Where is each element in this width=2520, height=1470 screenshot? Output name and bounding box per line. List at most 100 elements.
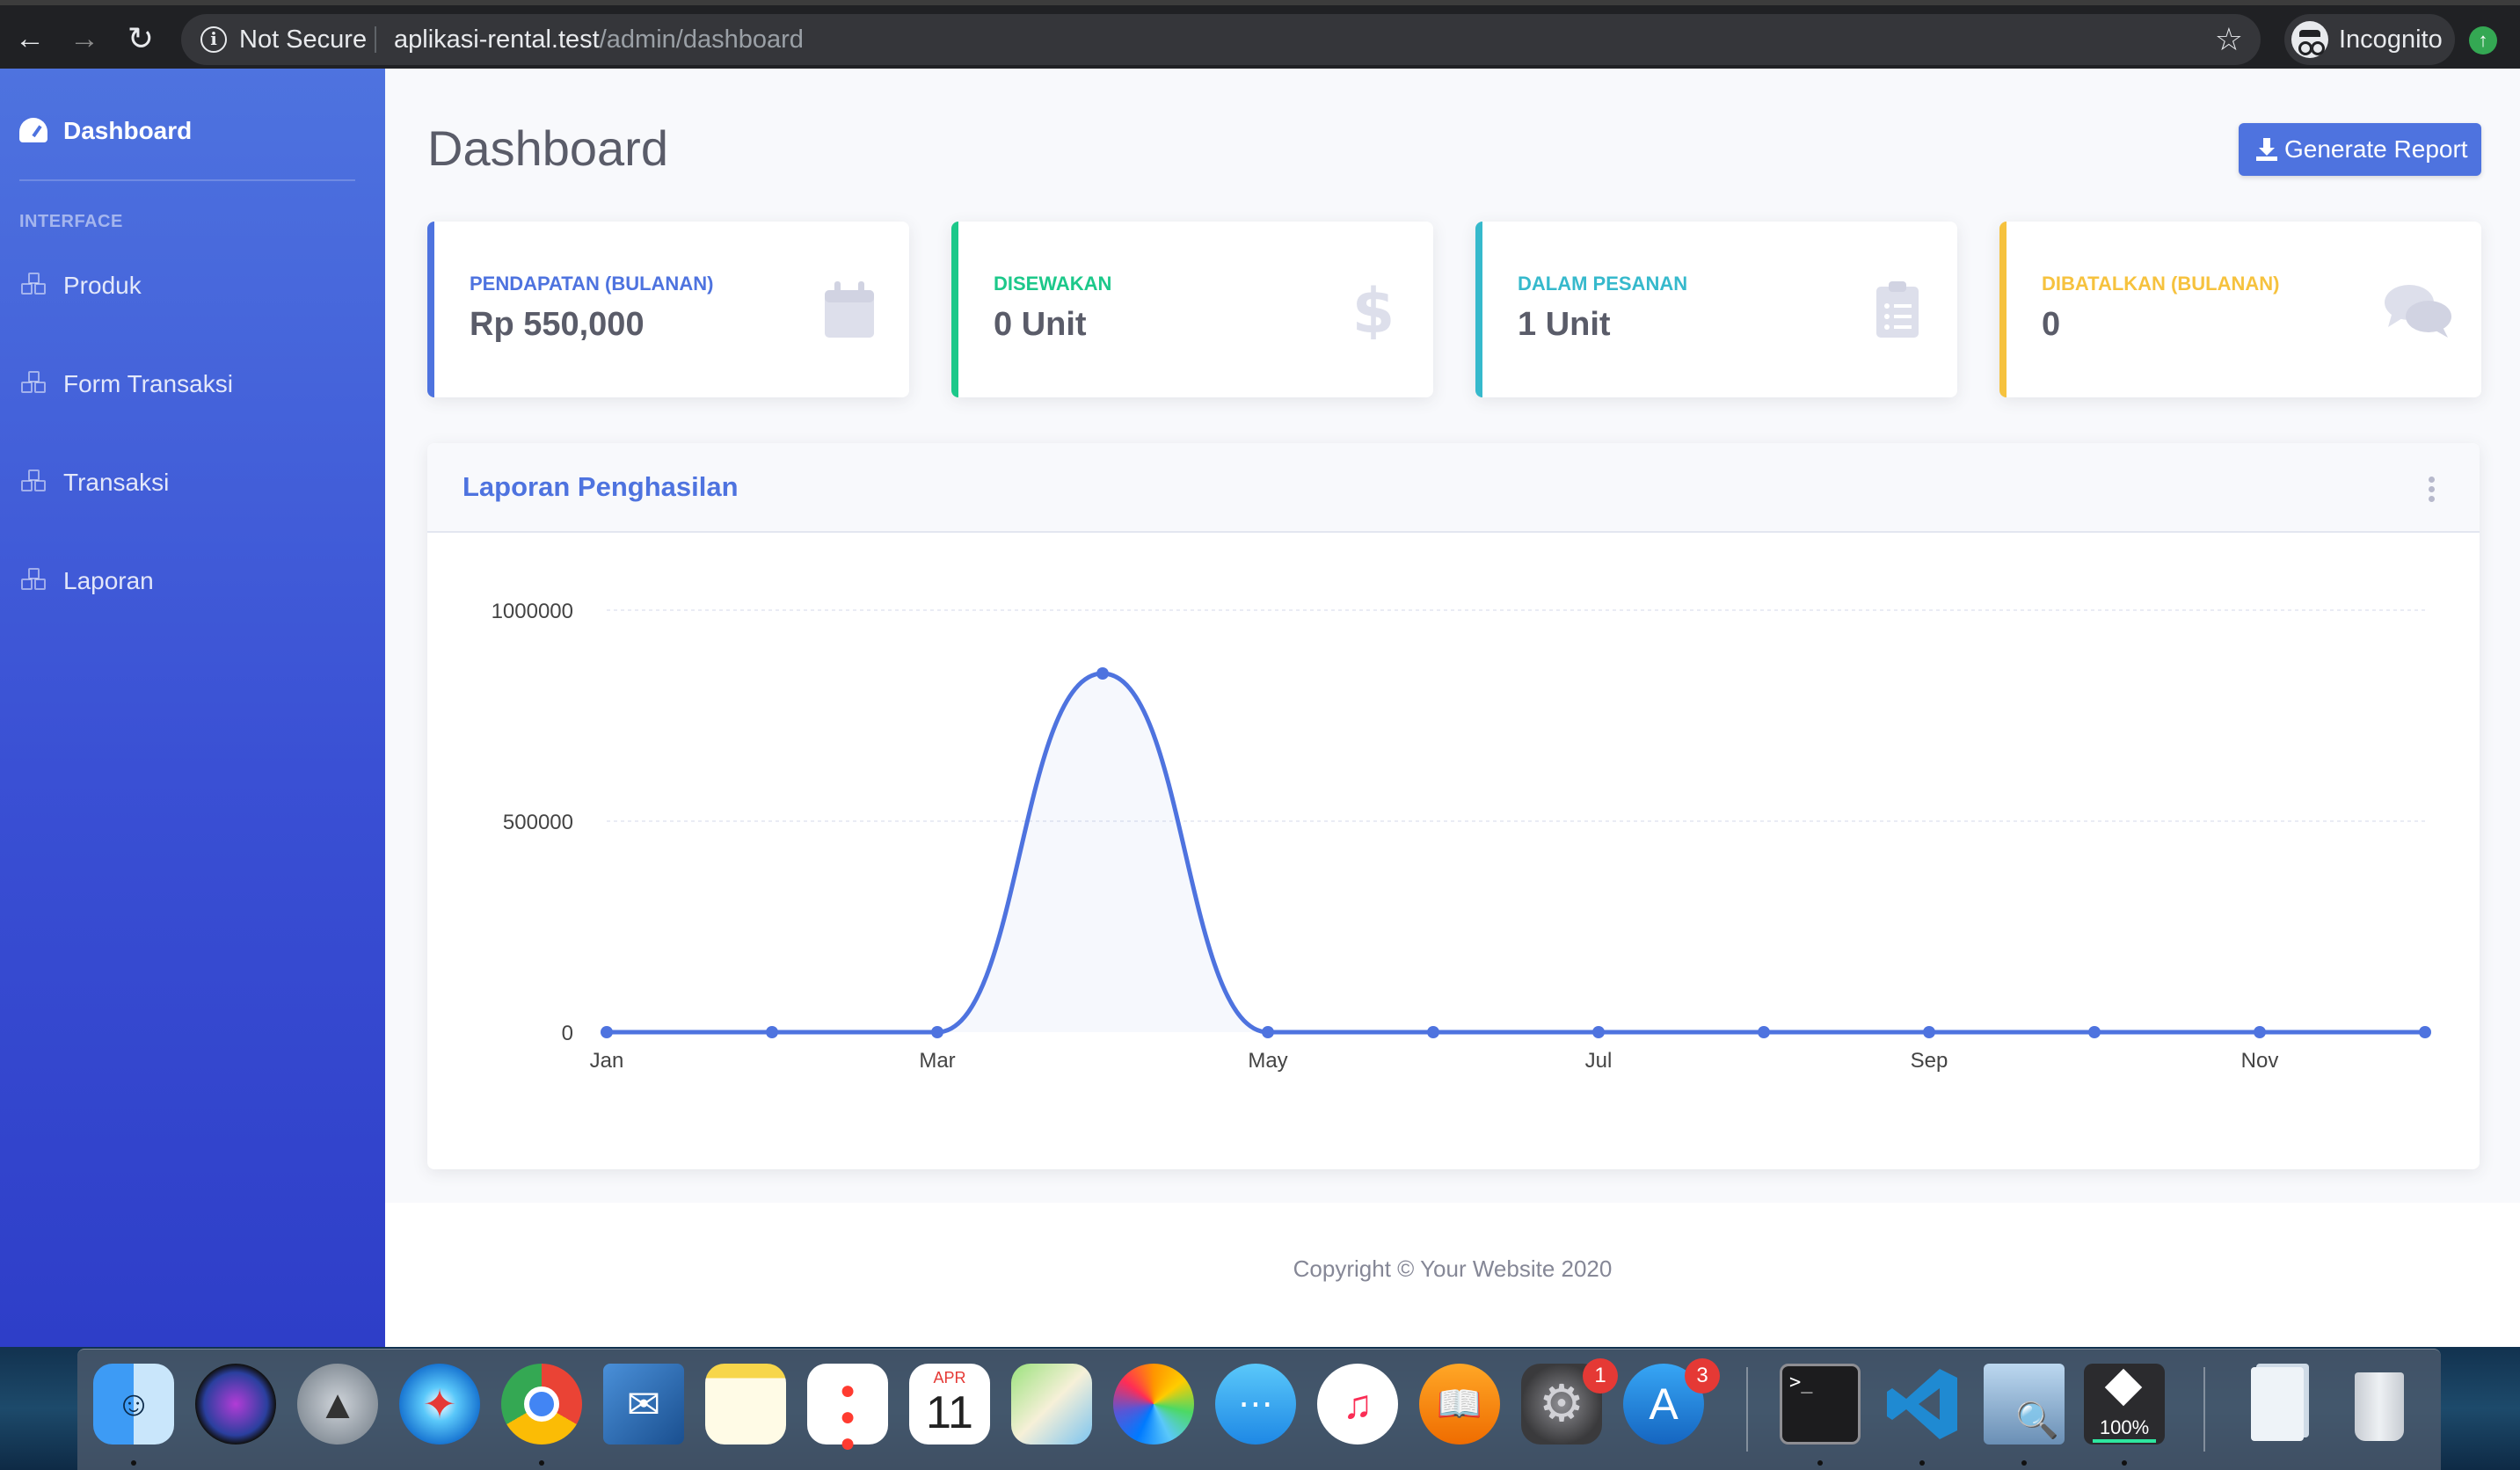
stat-card-label: Dibatalkan (Bulanan)	[2042, 273, 2280, 295]
photos-icon[interactable]	[1113, 1364, 1194, 1445]
omnibox-divider	[375, 26, 376, 53]
siri-icon[interactable]	[195, 1364, 276, 1445]
sidebar-item-label: Transaksi	[63, 469, 170, 496]
chart-title: Laporan Penghasilan	[462, 471, 739, 502]
cubes-icon	[19, 371, 49, 396]
stat-card-pendapatan: Pendapatan (Bulanan) Rp 550,000	[427, 222, 909, 397]
info-icon[interactable]: i	[200, 26, 227, 53]
cubes-icon	[19, 568, 49, 593]
terminal-icon[interactable]: >_	[1780, 1364, 1861, 1445]
svg-text:$: $	[1352, 280, 1395, 339]
sidebar-item-form-transaksi[interactable]: Form Transaksi	[0, 357, 385, 410]
stat-card-value: Rp 550,000	[470, 306, 645, 343]
data-point	[1427, 1026, 1439, 1038]
data-point	[931, 1026, 943, 1038]
tachometer-icon	[19, 118, 49, 142]
image-app-icon[interactable]: 100%	[2084, 1364, 2165, 1445]
data-point	[2419, 1026, 2431, 1038]
app-store-badge: 3	[1685, 1358, 1720, 1394]
income-chart-card: Laporan Penghasilan 0 500000 1000000 Jan Mar…	[427, 443, 2480, 1169]
app-store-icon[interactable]: A	[1623, 1364, 1704, 1445]
data-point	[2088, 1026, 2101, 1038]
dock-separator	[1746, 1367, 1748, 1452]
reminders-icon[interactable]: ● ● ●	[807, 1364, 888, 1457]
address-bar[interactable]: i Not Secure aplikasi-rental.test/admin/…	[181, 14, 2261, 65]
finder-running-dot	[131, 1460, 136, 1466]
messages-icon[interactable]: ⋯	[1215, 1364, 1296, 1445]
download-icon-base	[2256, 156, 2277, 161]
finder-icon[interactable]: ☺	[93, 1364, 174, 1445]
notes-icon[interactable]	[705, 1364, 786, 1445]
comments-icon	[2385, 285, 2451, 338]
forward-icon[interactable]: →	[69, 22, 99, 55]
main-content: Dashboard Generate Report Pendapatan (Bu…	[385, 69, 2520, 1347]
clipboard-list-icon	[1876, 281, 1919, 338]
generate-report-button[interactable]: Generate Report	[2239, 123, 2481, 176]
chrome-running-dot	[539, 1460, 544, 1466]
series-line	[607, 671, 2425, 1035]
image-app-running-dot	[2122, 1460, 2127, 1466]
macos-dock: ☺ ▲ ✦ ✉ ● ● ● APR 11 ⋯ ♫ 📖 ⚙ 1	[77, 1349, 2441, 1470]
data-point	[1923, 1026, 1935, 1038]
mail-icon[interactable]: ✉	[603, 1364, 684, 1445]
url-path: /admin/dashboard	[599, 25, 804, 54]
stat-card-value: 0	[2042, 306, 2061, 343]
stat-card-label: Disewakan	[994, 273, 1112, 295]
calendar-app-icon[interactable]: APR 11	[909, 1364, 990, 1445]
sidebar-item-transaksi[interactable]: Transaksi	[0, 455, 385, 508]
bookmark-star-icon[interactable]: ☆	[2214, 21, 2243, 57]
safari-icon[interactable]: ✦	[399, 1364, 480, 1445]
chrome-icon[interactable]	[501, 1364, 582, 1445]
stat-card-label: Pendapatan (Bulanan)	[470, 273, 714, 295]
sidebar-item-label: Laporan	[63, 567, 154, 594]
incognito-icon	[2291, 21, 2328, 58]
launchpad-icon[interactable]: ▲	[297, 1364, 378, 1445]
url-host: aplikasi-rental.test	[394, 25, 600, 54]
security-label[interactable]: Not Secure	[239, 25, 368, 54]
back-icon[interactable]: ←	[15, 22, 45, 55]
sidebar-item-label: Produk	[63, 272, 142, 299]
terminal-running-dot	[1817, 1460, 1823, 1466]
vscode-running-dot	[1919, 1460, 1925, 1466]
footer: Copyright © Your Website 2020	[385, 1203, 2520, 1347]
zoom-level: 100%	[2099, 1416, 2150, 1438]
calendar-icon	[825, 281, 874, 338]
cubes-icon	[19, 273, 49, 297]
sidebar-item-label: Form Transaksi	[63, 370, 233, 397]
x-tick-label: Mar	[919, 1049, 955, 1073]
documents-folder-icon[interactable]	[2237, 1364, 2318, 1445]
data-point	[1262, 1026, 1274, 1038]
x-tick-label: Jul	[1585, 1049, 1613, 1073]
preview-icon[interactable]: 🔍	[1984, 1364, 2065, 1445]
url-text[interactable]: aplikasi-rental.test/admin/dashboard	[394, 25, 804, 55]
sidebar-item-laporan[interactable]: Laporan	[0, 554, 385, 607]
data-point	[766, 1026, 778, 1038]
update-icon[interactable]: ↑	[2469, 26, 2497, 55]
vscode-icon[interactable]	[1882, 1364, 1963, 1445]
generate-report-label: Generate Report	[2284, 135, 2468, 163]
browser-toolbar: ← → ↻ i Not Secure aplikasi-rental.test/…	[0, 0, 2520, 69]
data-point	[1758, 1026, 1770, 1038]
calendar-day: 11	[926, 1387, 973, 1438]
x-tick-label: Jan	[590, 1049, 624, 1073]
chart-card-header: Laporan Penghasilan	[427, 443, 2480, 533]
sidebar-heading: INTERFACE	[19, 212, 123, 231]
y-tick-label: 0	[562, 1022, 573, 1045]
maps-icon[interactable]	[1011, 1364, 1092, 1445]
books-icon[interactable]: 📖	[1419, 1364, 1500, 1445]
music-icon[interactable]: ♫	[1317, 1364, 1398, 1445]
x-tick-label: Sep	[1911, 1049, 1948, 1073]
x-tick-label: Nov	[2241, 1049, 2279, 1073]
x-tick-label: May	[1248, 1049, 1287, 1073]
page-title: Dashboard	[427, 120, 668, 176]
sidebar-item-produk[interactable]: Produk	[0, 258, 385, 311]
more-options-icon[interactable]	[2429, 477, 2436, 503]
trash-icon[interactable]	[2339, 1364, 2420, 1445]
series-area	[607, 673, 2425, 1032]
sidebar-item-dashboard[interactable]: Dashboard	[0, 104, 385, 156]
data-point	[1096, 667, 1109, 680]
incognito-profile-button[interactable]: Incognito	[2284, 14, 2455, 65]
reload-icon[interactable]: ↻	[127, 20, 155, 56]
dock-separator	[2203, 1367, 2205, 1452]
income-line-chart: 0 500000 1000000 Jan Mar May Jul Sep Nov	[492, 600, 2431, 1073]
